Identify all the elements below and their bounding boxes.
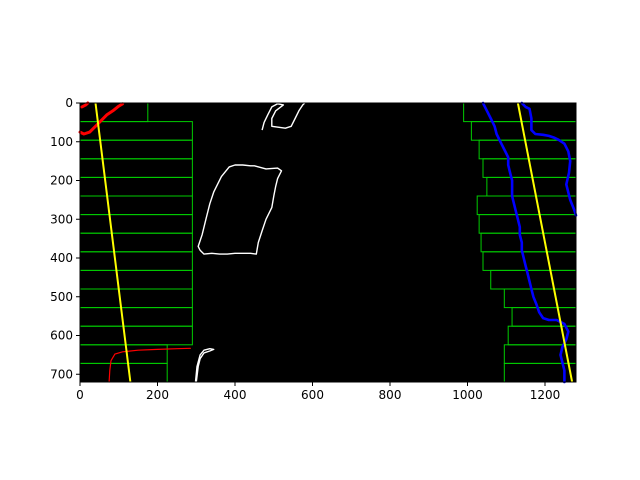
x-axis: 0 200 400 600 800 1000 1200 <box>76 382 560 402</box>
y-tick-label: 700 <box>50 367 73 381</box>
y-tick-label: 200 <box>50 174 73 188</box>
x-tick-label: 1000 <box>452 388 483 402</box>
edge-contour-0 <box>194 348 215 383</box>
x-tick-label: 400 <box>224 388 247 402</box>
edge-contours <box>194 102 306 383</box>
x-tick-label: 1200 <box>530 388 561 402</box>
x-tick-label: 800 <box>379 388 402 402</box>
right-fit-line <box>516 102 574 383</box>
y-tick-label: 500 <box>50 290 73 304</box>
left-fit-line <box>94 102 132 383</box>
lane-pixels <box>78 101 578 384</box>
edge-contour-2 <box>197 164 283 255</box>
plot-frame <box>79 102 577 383</box>
right-lane-pixels-0 <box>481 101 570 384</box>
x-tick-label: 0 <box>76 388 84 402</box>
y-tick-label: 300 <box>50 212 73 226</box>
left-lane-pixels-0 <box>80 101 90 109</box>
right-lane-pixels-1 <box>520 101 578 217</box>
x-tick-label: 200 <box>146 388 169 402</box>
y-tick-label: 100 <box>50 135 73 149</box>
left-lane-pixels-2 <box>108 347 191 383</box>
edge-contour-1 <box>261 102 306 131</box>
lane-fit-lines <box>94 102 574 383</box>
y-axis: 0 100 200 300 400 500 600 700 <box>50 96 80 381</box>
x-tick-label: 600 <box>301 388 324 402</box>
plot-background <box>80 103 576 382</box>
left-lane-pixels-1 <box>78 102 125 136</box>
y-tick-label: 600 <box>50 329 73 343</box>
y-tick-label: 400 <box>50 251 73 265</box>
y-tick-label: 0 <box>65 96 73 110</box>
